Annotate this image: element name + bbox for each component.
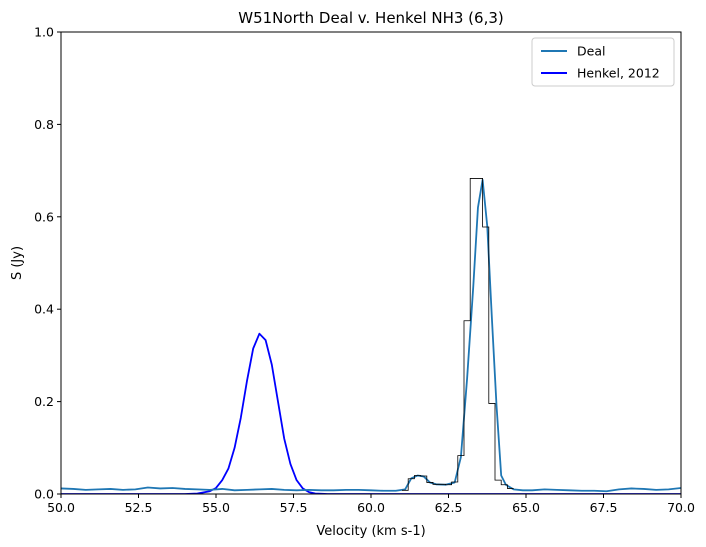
- y-tick-label: 0.8: [34, 117, 54, 132]
- x-tick-label: 60.0: [357, 500, 385, 515]
- y-tick-label: 0.4: [34, 302, 54, 317]
- y-axis-label: S (Jy): [10, 246, 25, 280]
- legend-box: [531, 37, 675, 87]
- x-tick-label: 62.5: [435, 500, 463, 515]
- y-axis-ticks: 0.0 0.2 0.4 0.6 0.8 1.0: [34, 25, 61, 502]
- legend-label-deal: Deal: [577, 44, 605, 59]
- x-axis-label: Velocity (km s-1): [316, 524, 425, 539]
- x-tick-label: 57.5: [280, 500, 308, 515]
- plot-area: 50.0 52.5 55.0 57.5 60.0 62.5 65.0 67.5 70.0 0.0…: [34, 25, 695, 516]
- series-layer: [61, 178, 681, 494]
- deal-step-outline: [402, 178, 514, 491]
- x-tick-label: 65.0: [512, 500, 540, 515]
- legend-label-henkel: Henkel, 2012: [577, 66, 660, 81]
- y-tick-label: 0.2: [34, 394, 54, 409]
- x-tick-label: 50.0: [47, 500, 75, 515]
- y-tick-label: 1.0: [34, 25, 54, 40]
- x-tick-label: 67.5: [590, 500, 618, 515]
- legend: Deal Henkel, 2012: [531, 37, 675, 87]
- y-tick-label: 0.6: [34, 209, 54, 224]
- series-line-henkel: [61, 332, 681, 494]
- x-tick-label: 52.5: [125, 500, 153, 515]
- x-tick-label: 55.0: [202, 500, 230, 515]
- chart-title: W51North Deal v. Henkel NH3 (6,3): [238, 9, 504, 27]
- x-axis-ticks: 50.0 52.5 55.0 57.5 60.0 62.5 65.0 67.5 70.0: [47, 494, 695, 515]
- x-tick-label: 70.0: [667, 500, 695, 515]
- y-tick-label: 0.0: [34, 487, 54, 502]
